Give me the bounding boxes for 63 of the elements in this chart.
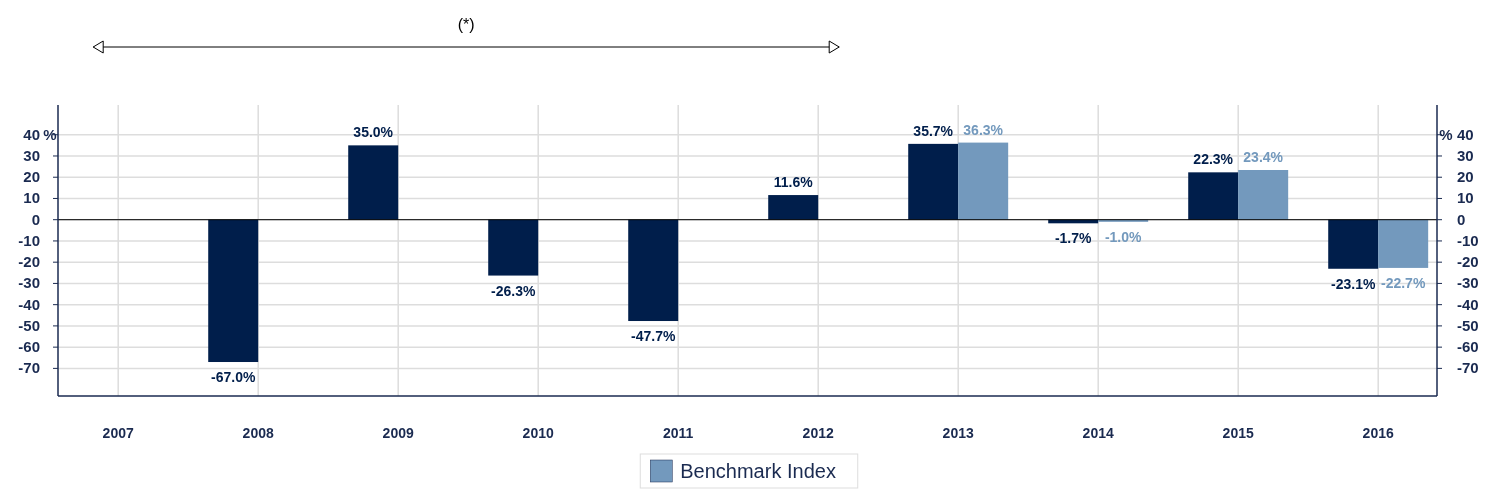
bar <box>348 145 399 220</box>
y2-tick-label: -20 <box>1457 253 1479 271</box>
x-tick-label: 2016 <box>1362 425 1394 441</box>
data-label: 35.7% <box>913 122 954 139</box>
data-label: -1.0% <box>1104 228 1143 245</box>
y2-axis-title: % <box>1439 125 1453 143</box>
data-label: -22.7% <box>1381 274 1426 291</box>
bar <box>958 142 1009 220</box>
bar <box>208 219 259 363</box>
y2-tick-label: -30 <box>1457 274 1479 292</box>
x-tick-label: 2013 <box>942 425 974 441</box>
bar <box>1378 219 1429 268</box>
x-tick-label: 2008 <box>242 425 274 441</box>
legend-label: Benchmark Index <box>680 460 836 482</box>
data-label: -23.1% <box>1331 275 1376 292</box>
y-tick-label: -20 <box>18 253 40 271</box>
bar <box>1328 219 1379 269</box>
data-label: -47.7% <box>631 328 676 345</box>
y-tick-label: -30 <box>18 274 40 292</box>
y2-tick-label: -40 <box>1457 295 1479 313</box>
x-tick-label: 2010 <box>522 425 554 441</box>
y-tick-label: -70 <box>18 359 40 377</box>
y2-tick-label: -50 <box>1457 316 1479 334</box>
y2-tick-label: -60 <box>1457 338 1479 356</box>
y-tick-label: 40 <box>23 125 40 143</box>
y-tick-label: -10 <box>18 231 40 249</box>
data-label: 22.3% <box>1193 151 1234 168</box>
y2-tick-label: 40 <box>1457 125 1474 143</box>
x-tick-label: 2009 <box>382 425 414 441</box>
y-tick-label: -50 <box>18 316 40 334</box>
data-label: 35.0% <box>353 124 394 141</box>
y2-tick-label: 0 <box>1457 210 1466 228</box>
y-tick-label: 10 <box>23 189 40 207</box>
bar <box>1188 172 1239 220</box>
y-tick-label: -60 <box>18 338 40 356</box>
y-axis-title: % <box>43 125 57 143</box>
x-tick-label: 2007 <box>102 425 134 441</box>
data-label: 23.4% <box>1243 149 1284 165</box>
data-label: -1.7% <box>1054 230 1093 247</box>
y2-tick-label: 30 <box>1457 146 1474 164</box>
bar <box>768 195 819 220</box>
y-tick-label: 0 <box>31 210 40 228</box>
y2-tick-label: 20 <box>1457 168 1474 186</box>
data-label: -26.3% <box>491 282 536 299</box>
bar <box>488 219 539 276</box>
bar <box>628 219 679 322</box>
y2-tick-label: 10 <box>1457 189 1474 207</box>
x-tick-label: 2012 <box>802 425 834 441</box>
x-tick-label: 2011 <box>663 425 694 441</box>
bar <box>1238 170 1289 220</box>
y2-tick-label: -10 <box>1457 231 1479 249</box>
bar <box>908 143 959 220</box>
y-tick-label: 30 <box>23 146 40 164</box>
data-label: -67.0% <box>211 369 256 386</box>
x-tick-label: 2015 <box>1222 425 1254 441</box>
data-label: 36.3% <box>963 121 1004 138</box>
data-label: 11.6% <box>773 174 814 191</box>
bar <box>1098 219 1149 222</box>
y-tick-label: -40 <box>18 295 40 313</box>
y-tick-label: 20 <box>23 168 40 186</box>
y2-tick-label: -70 <box>1457 359 1479 377</box>
x-tick-label: 2014 <box>1082 425 1114 441</box>
text: (*) <box>457 16 475 33</box>
